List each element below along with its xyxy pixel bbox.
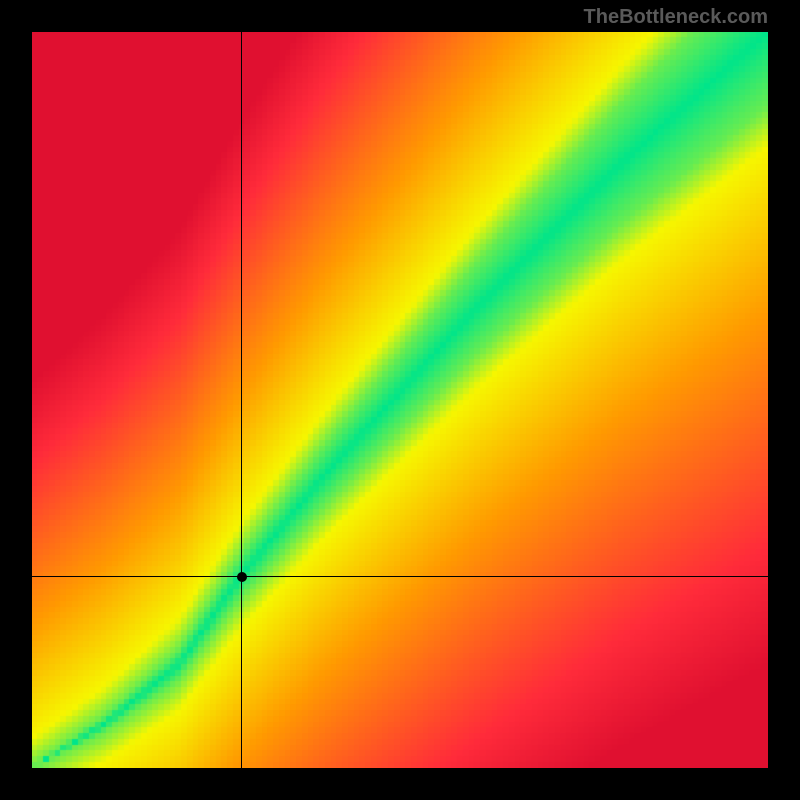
heatmap-canvas: [32, 32, 768, 768]
crosshair-vertical: [241, 32, 242, 768]
heatmap-plot: [32, 32, 768, 768]
crosshair-horizontal: [32, 576, 768, 577]
crosshair-marker: [237, 572, 247, 582]
watermark-label: TheBottleneck.com: [584, 6, 768, 29]
